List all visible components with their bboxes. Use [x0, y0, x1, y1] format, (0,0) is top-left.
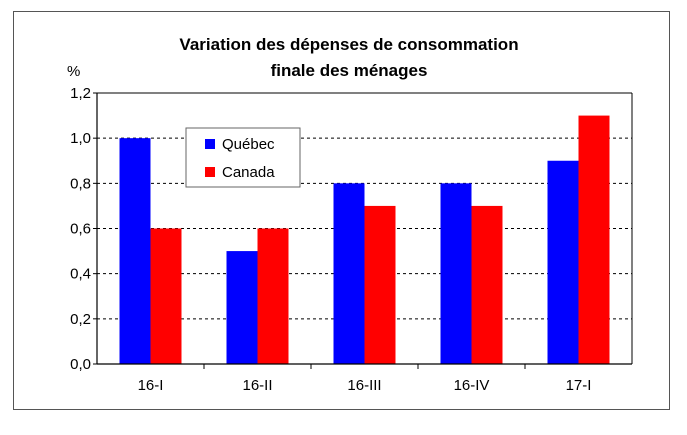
- bar-canada-16-II: [257, 228, 289, 364]
- x-tick-label: 16-IV: [454, 377, 490, 394]
- bar-canada-16-III: [364, 205, 396, 364]
- legend-swatch-quebec: [205, 139, 215, 149]
- legend-label-canada: Canada: [222, 164, 275, 181]
- x-tick-label: 16-I: [138, 377, 164, 394]
- bar-qubec-16-IV: [440, 183, 472, 364]
- legend: Québec Canada: [185, 127, 301, 188]
- x-tick-label: 16-II: [242, 377, 272, 394]
- x-tick-label: 17-I: [566, 377, 592, 394]
- bar-canada-16-IV: [471, 205, 503, 364]
- chart-title-line-2: finale des ménages: [271, 61, 428, 80]
- x-tick-label: 16-III: [347, 377, 381, 394]
- y-tick-label: 0,6: [70, 221, 91, 238]
- bar-canada-16-I: [150, 228, 182, 364]
- y-tick-label: 0,4: [70, 266, 91, 283]
- x-tick-labels: 16-I 16-II 16-III 16-IV 17-I: [138, 377, 592, 394]
- y-tick-label: 0,2: [70, 311, 91, 328]
- bar-qubec-16-I: [119, 138, 151, 364]
- bar-canada-17-I: [578, 115, 610, 364]
- axes: [96, 92, 633, 365]
- bars: [119, 115, 610, 364]
- y-tick-label: 1,0: [70, 130, 91, 147]
- bar-qubec-16-III: [333, 183, 365, 364]
- bar-qubec-17-I: [547, 160, 579, 364]
- y-tick-label: 0,8: [70, 175, 91, 192]
- y-tick-label: 0,0: [70, 356, 91, 373]
- legend-label-quebec: Québec: [222, 136, 275, 153]
- y-tick-labels: 0,0 0,2 0,4 0,6 0,8 1,0 1,2: [70, 85, 91, 373]
- y-axis-label: %: [67, 63, 80, 80]
- legend-box: [185, 127, 301, 188]
- bar-qubec-16-II: [226, 251, 258, 364]
- legend-swatch-canada: [205, 167, 215, 177]
- chart-title-line-1: Variation des dépenses de consommation: [179, 35, 518, 54]
- y-tick-label: 1,2: [70, 85, 91, 102]
